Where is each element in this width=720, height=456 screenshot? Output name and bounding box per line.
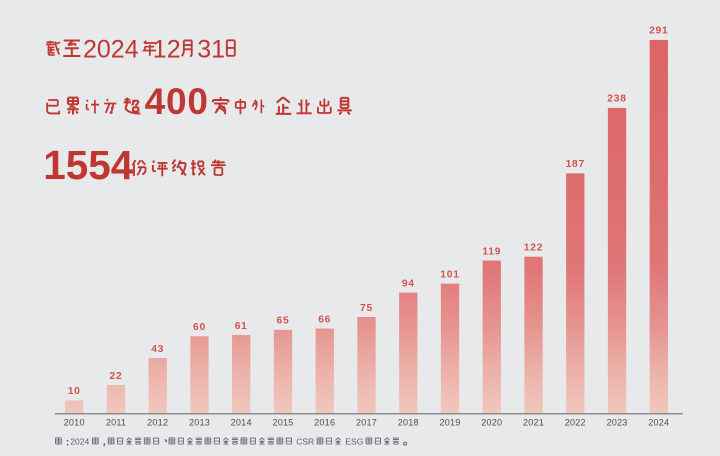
svg-text:400: 400 <box>145 81 209 122</box>
svg-text:31: 31 <box>197 36 225 64</box>
svg-text:2021: 2021 <box>523 417 544 427</box>
svg-text:119: 119 <box>482 246 501 257</box>
svg-text:2019: 2019 <box>439 417 460 427</box>
svg-text:43: 43 <box>151 344 164 355</box>
svg-text:2024: 2024 <box>648 417 669 427</box>
svg-text:10: 10 <box>68 386 81 397</box>
svg-text:60: 60 <box>193 322 206 333</box>
svg-text:2022: 2022 <box>565 417 586 427</box>
svg-text:2024: 2024 <box>70 437 89 447</box>
svg-text:291: 291 <box>649 26 668 37</box>
svg-text:101: 101 <box>440 269 459 280</box>
svg-text:2010: 2010 <box>64 417 85 427</box>
svg-text:22: 22 <box>110 371 123 382</box>
svg-text:2016: 2016 <box>314 417 335 427</box>
svg-text:2011: 2011 <box>106 417 126 427</box>
svg-text:1554: 1554 <box>43 142 134 188</box>
svg-text:2012: 2012 <box>147 417 168 427</box>
svg-text:2013: 2013 <box>189 417 210 427</box>
svg-text:2023: 2023 <box>606 417 627 427</box>
svg-text:66: 66 <box>318 314 331 325</box>
svg-text:2024: 2024 <box>83 36 139 64</box>
svg-text:2017: 2017 <box>356 417 377 427</box>
svg-text:65: 65 <box>277 316 290 327</box>
svg-text:122: 122 <box>524 243 543 254</box>
svg-text:2015: 2015 <box>272 417 293 427</box>
svg-text:61: 61 <box>235 321 248 332</box>
svg-text:12: 12 <box>153 36 181 64</box>
svg-text:2018: 2018 <box>398 417 419 427</box>
svg-text:CSR: CSR <box>296 437 314 447</box>
svg-text:75: 75 <box>360 303 373 314</box>
svg-text:2020: 2020 <box>481 417 502 427</box>
svg-text:94: 94 <box>402 278 415 289</box>
svg-text:2014: 2014 <box>231 417 252 427</box>
svg-text:187: 187 <box>566 159 585 170</box>
svg-text:ESG: ESG <box>345 437 363 447</box>
svg-text:238: 238 <box>607 94 626 105</box>
